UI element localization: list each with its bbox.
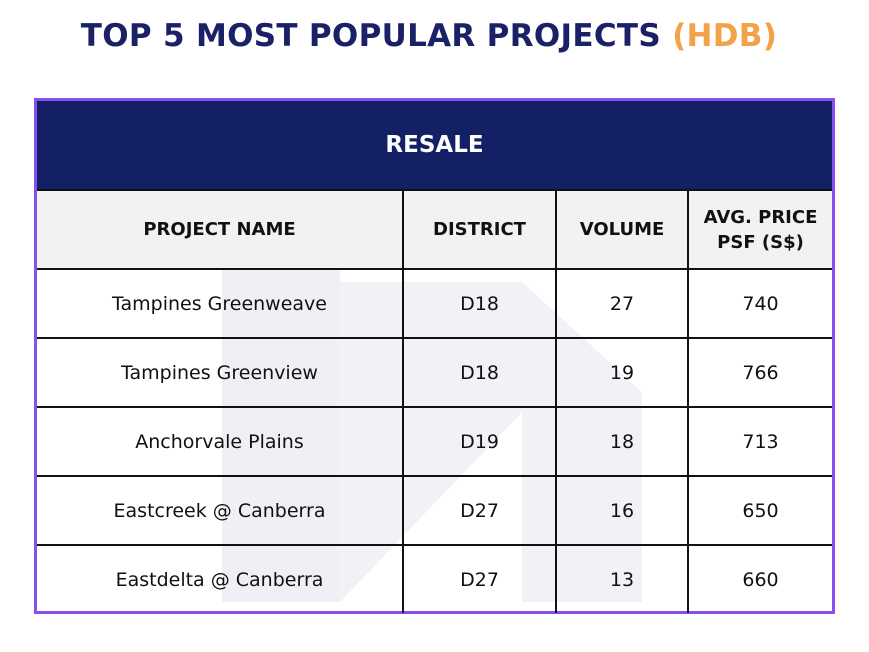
table-row: Eastdelta @ Canberra D27 13 660	[37, 544, 832, 613]
column-header-district: DISTRICT	[402, 190, 557, 270]
cell-volume: 18	[555, 406, 689, 477]
column-header-row: PROJECT NAME DISTRICT VOLUME AVG. PRICE …	[37, 190, 832, 270]
cell-district: D18	[402, 337, 557, 408]
cell-avg-price-psf: 713	[687, 406, 832, 477]
projects-table: RESALE PROJECT NAME DISTRICT VOLUME AVG.…	[37, 101, 832, 613]
cell-district: D19	[402, 406, 557, 477]
table-row: Tampines Greenview D18 19 766	[37, 337, 832, 408]
cell-avg-price-psf: 650	[687, 475, 832, 546]
cell-project-name: Tampines Greenweave	[37, 268, 404, 339]
cell-avg-price-psf: 766	[687, 337, 832, 408]
section-header-resale: RESALE	[37, 101, 832, 191]
column-header-volume: VOLUME	[555, 190, 689, 270]
column-header-avg-price-psf: AVG. PRICE PSF (S$)	[687, 190, 832, 270]
table-row: Tampines Greenweave D18 27 740	[37, 268, 832, 339]
title-main: TOP 5 MOST POPULAR PROJECTS	[80, 18, 661, 54]
section-header-row: RESALE	[37, 101, 832, 191]
page-title: TOP 5 MOST POPULAR PROJECTS (HDB)	[0, 18, 858, 54]
cell-project-name: Eastdelta @ Canberra	[37, 544, 404, 613]
cell-district: D27	[402, 475, 557, 546]
cell-volume: 13	[555, 544, 689, 613]
table-row: Anchorvale Plains D19 18 713	[37, 406, 832, 477]
cell-project-name: Anchorvale Plains	[37, 406, 404, 477]
cell-volume: 16	[555, 475, 689, 546]
cell-avg-price-psf: 660	[687, 544, 832, 613]
cell-project-name: Tampines Greenview	[37, 337, 404, 408]
cell-district: D18	[402, 268, 557, 339]
cell-avg-price-psf: 740	[687, 268, 832, 339]
table-row: Eastcreek @ Canberra D27 16 650	[37, 475, 832, 546]
title-accent: (HDB)	[672, 18, 778, 54]
cell-volume: 19	[555, 337, 689, 408]
projects-table-frame: RESALE PROJECT NAME DISTRICT VOLUME AVG.…	[34, 98, 835, 614]
cell-volume: 27	[555, 268, 689, 339]
column-header-project-name: PROJECT NAME	[37, 190, 404, 270]
cell-project-name: Eastcreek @ Canberra	[37, 475, 404, 546]
cell-district: D27	[402, 544, 557, 613]
